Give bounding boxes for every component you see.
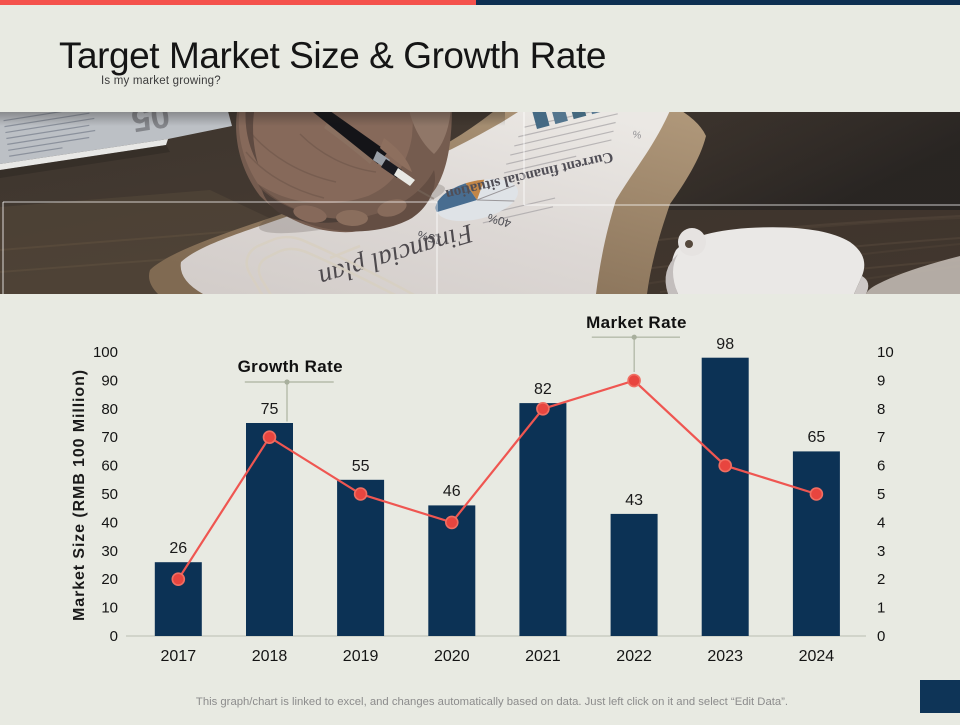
svg-text:80: 80 — [101, 401, 118, 418]
svg-text:2020: 2020 — [434, 648, 470, 665]
svg-text:Growth Rate: Growth Rate — [238, 357, 343, 376]
svg-text:2024: 2024 — [799, 648, 835, 665]
svg-text:4: 4 — [877, 514, 885, 531]
svg-text:6: 6 — [877, 458, 885, 475]
svg-text:7: 7 — [877, 429, 885, 446]
svg-text:0: 0 — [877, 628, 885, 645]
svg-text:10: 10 — [101, 600, 118, 617]
svg-text:8: 8 — [877, 401, 885, 418]
svg-text:98: 98 — [716, 336, 734, 353]
svg-text:82: 82 — [534, 381, 552, 398]
svg-text:2022: 2022 — [616, 648, 652, 665]
svg-text:65: 65 — [808, 429, 826, 446]
svg-text:90: 90 — [101, 372, 118, 389]
svg-text:%: % — [632, 127, 643, 139]
svg-text:26: 26 — [169, 540, 187, 557]
svg-text:43: 43 — [625, 492, 643, 509]
svg-text:3: 3 — [877, 543, 885, 560]
svg-text:5: 5 — [877, 486, 885, 503]
svg-text:9: 9 — [877, 372, 885, 389]
svg-text:1: 1 — [877, 600, 885, 617]
svg-text:2023: 2023 — [707, 648, 743, 665]
svg-text:46: 46 — [443, 483, 461, 500]
svg-text:Market Size (RMB 100 Million): Market Size (RMB 100 Million) — [71, 369, 88, 621]
svg-text:75: 75 — [261, 401, 279, 418]
svg-text:2018: 2018 — [252, 648, 288, 665]
svg-text:40%: 40% — [486, 210, 513, 230]
svg-text:20: 20 — [101, 571, 118, 588]
svg-text:40: 40 — [101, 514, 118, 531]
svg-text:0: 0 — [110, 628, 118, 645]
svg-text:10: 10 — [877, 344, 894, 361]
svg-text:50: 50 — [101, 486, 118, 503]
svg-text:60: 60 — [101, 458, 118, 475]
svg-text:70: 70 — [101, 429, 118, 446]
svg-text:55: 55 — [352, 458, 370, 475]
svg-text:Market Rate: Market Rate — [586, 313, 687, 332]
svg-text:100: 100 — [93, 344, 118, 361]
svg-text:2021: 2021 — [525, 648, 561, 665]
svg-text:15%: 15% — [416, 227, 443, 247]
svg-text:2019: 2019 — [343, 648, 379, 665]
svg-text:30: 30 — [101, 543, 118, 560]
svg-text:2017: 2017 — [161, 648, 197, 665]
svg-text:2: 2 — [877, 571, 885, 588]
